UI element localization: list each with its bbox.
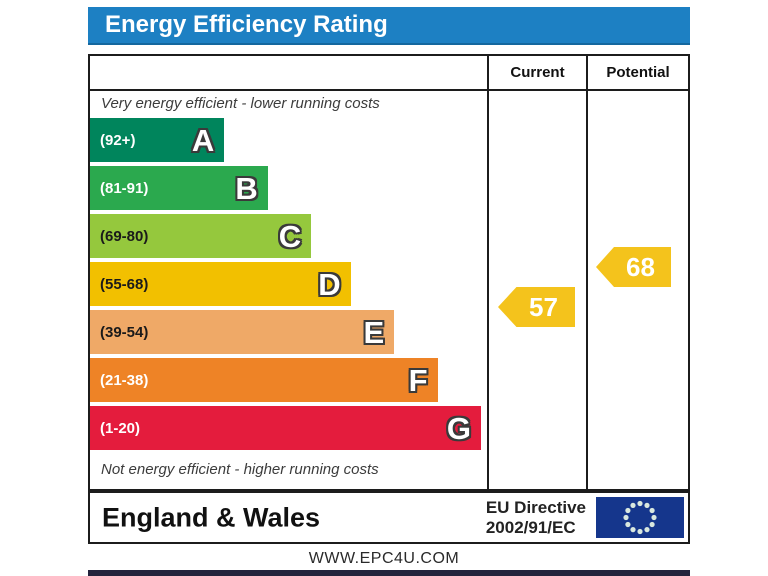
potential-rating-value: 68 <box>626 251 655 282</box>
band-f: (21-38) F <box>90 358 438 402</box>
band-range: (1-20) <box>100 419 141 437</box>
band-g: (1-20) G <box>90 406 482 450</box>
region-label: England & Wales <box>102 502 321 532</box>
potential-column-header: Potential <box>606 64 670 81</box>
title-bar: Energy Efficiency Rating <box>88 7 690 45</box>
page-title: Energy Efficiency Rating <box>105 11 388 38</box>
band-letter: G <box>446 410 472 446</box>
band-range: (92+) <box>100 131 136 149</box>
band-letter: B <box>235 170 258 206</box>
eu-flag-stars <box>623 500 657 535</box>
band-ladder: (92+) A (81-91) B (69-80) C (55-68) D (3… <box>90 118 485 454</box>
band-e: (39-54) E <box>90 310 395 354</box>
eu-directive-label: EU Directive 2002/91/EC <box>486 498 586 539</box>
band-b: (81-91) B <box>90 166 268 210</box>
band-d: (55-68) D <box>90 262 351 306</box>
potential-rating-arrow: 68 <box>596 247 671 287</box>
header-divider <box>90 89 688 91</box>
website-label: WWW.EPC4U.COM <box>308 550 460 567</box>
band-c: (69-80) C <box>90 214 312 258</box>
top-note: Very energy efficient - lower running co… <box>101 95 380 112</box>
eu-flag-icon <box>596 497 684 538</box>
band-letter: C <box>278 218 302 254</box>
band-letter: F <box>408 362 428 398</box>
bottom-strip <box>88 570 690 576</box>
band-letter: E <box>363 314 385 350</box>
band-range: (21-38) <box>100 371 149 389</box>
band-range: (81-91) <box>100 179 149 197</box>
current-rating-value: 57 <box>529 291 558 322</box>
rating-table: Current Potential Very energy efficient … <box>88 54 690 491</box>
band-range: (69-80) <box>100 227 149 245</box>
band-letter: A <box>191 122 215 158</box>
eu-directive-line1: EU Directive <box>485 498 586 517</box>
footer-panel: England & Wales EU Directive 2002/91/EC <box>88 491 690 544</box>
eu-directive-line2: 2002/91/EC <box>485 518 576 538</box>
band-letter: D <box>318 266 341 302</box>
bottom-note: Not energy efficient - higher running co… <box>101 461 379 478</box>
current-rating-arrow: 57 <box>498 287 575 327</box>
column-divider-potential <box>586 56 588 489</box>
current-column-header: Current <box>510 64 565 81</box>
band-range: (39-54) <box>100 323 149 341</box>
band-a: (92+) A <box>90 118 225 162</box>
band-range: (55-68) <box>100 275 149 293</box>
column-divider-current <box>487 56 489 489</box>
